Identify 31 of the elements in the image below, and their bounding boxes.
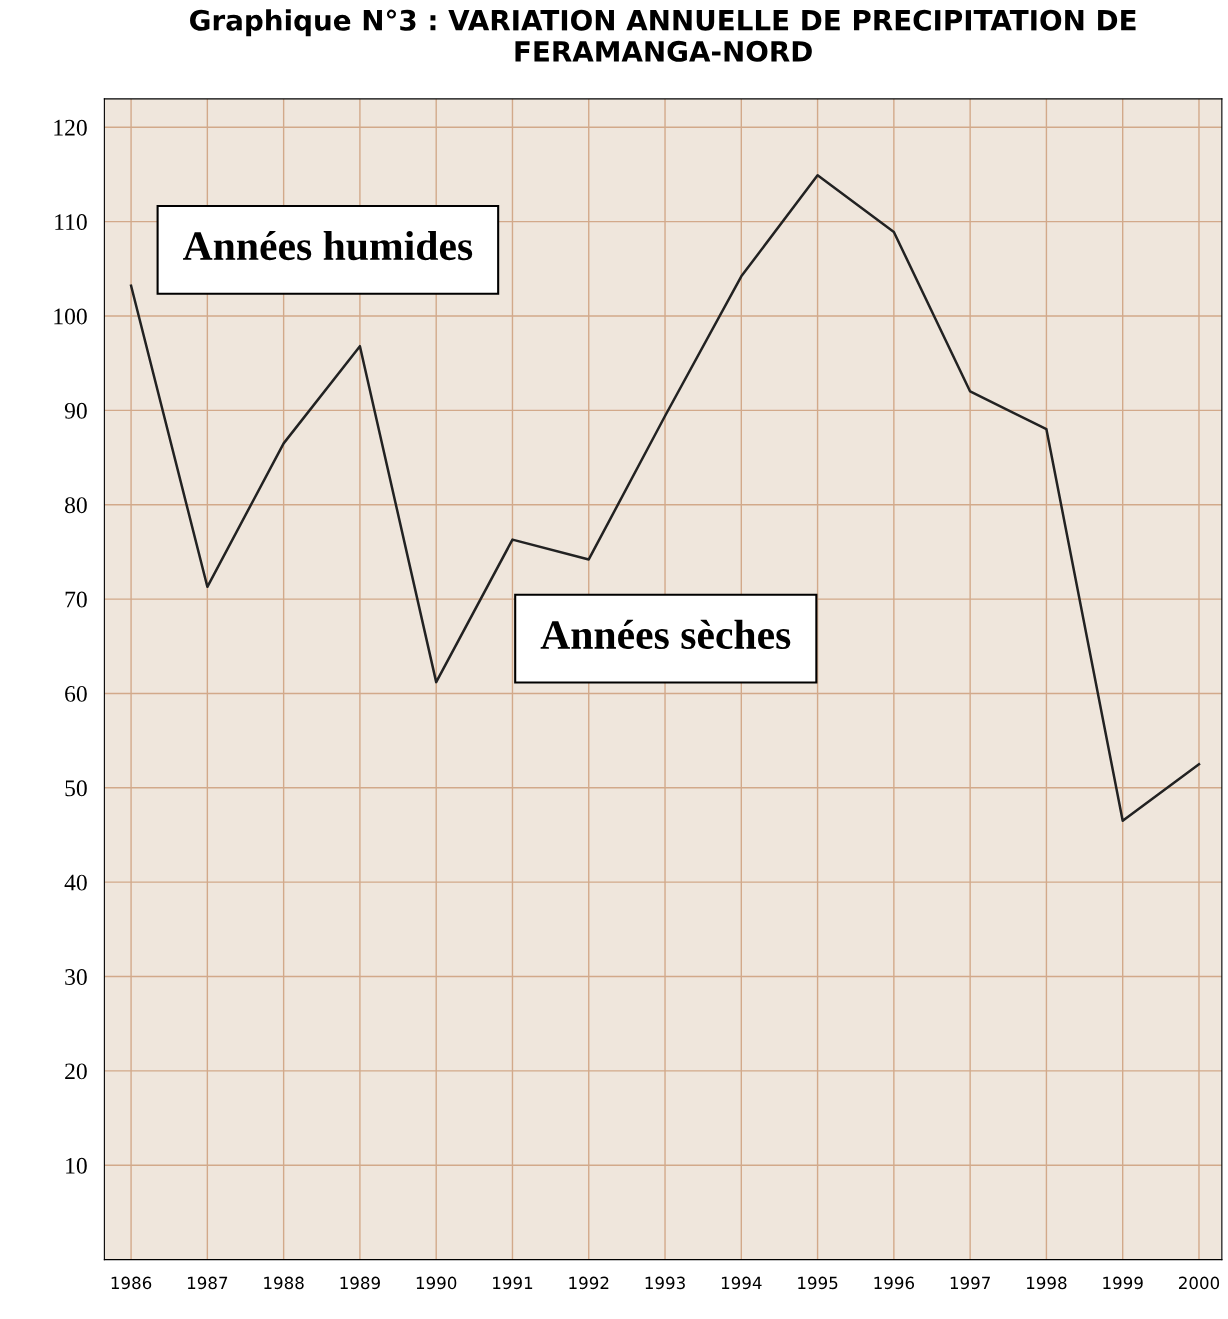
x-tick-label: 1991 xyxy=(493,1276,533,1290)
y-tick-label: 10 xyxy=(66,1157,87,1174)
x-tick-label: 1989 xyxy=(340,1276,380,1290)
x-tick-label: 1995 xyxy=(798,1276,838,1290)
annotation: Années humides xyxy=(183,230,473,261)
y-tick-label: 90 xyxy=(64,402,87,419)
x-tick-label: 1997 xyxy=(950,1276,990,1290)
y-tick-label: 50 xyxy=(65,780,87,797)
y-tick-label: 30 xyxy=(65,969,87,985)
y-tick-label: 40 xyxy=(64,874,87,891)
y-tick-label: 100 xyxy=(54,308,87,325)
x-tick-label: 1986 xyxy=(111,1276,152,1290)
y-tick-label: 120 xyxy=(54,119,87,136)
x-tick-label: 2000 xyxy=(1178,1276,1220,1290)
y-tick-label: 110 xyxy=(55,214,87,231)
x-tick-label: 1994 xyxy=(721,1276,762,1290)
line-series xyxy=(129,174,1201,823)
x-tick-label: 1990 xyxy=(416,1276,457,1290)
x-tick-label: 1993 xyxy=(645,1276,685,1290)
chart-title: Graphique N°3 : VARIATION ANNUELLE DE PRECIPITATION DE FERAMANGA-NORD xyxy=(190,9,1136,62)
x-tick-label: 1987 xyxy=(187,1276,228,1290)
y-tick-label: 60 xyxy=(65,685,87,702)
x-tick-label: 1988 xyxy=(264,1276,304,1290)
y-tick-label: 20 xyxy=(65,1063,87,1080)
y-tick-label: 80 xyxy=(65,497,87,514)
annotation: Années sèches xyxy=(540,619,791,650)
x-tick-label: 1992 xyxy=(569,1276,609,1290)
x-tick-label: 1996 xyxy=(874,1276,915,1290)
x-tick-label: 1998 xyxy=(1027,1276,1067,1290)
y-tick-label: 70 xyxy=(65,591,87,608)
x-tick-label: 1999 xyxy=(1103,1276,1143,1290)
